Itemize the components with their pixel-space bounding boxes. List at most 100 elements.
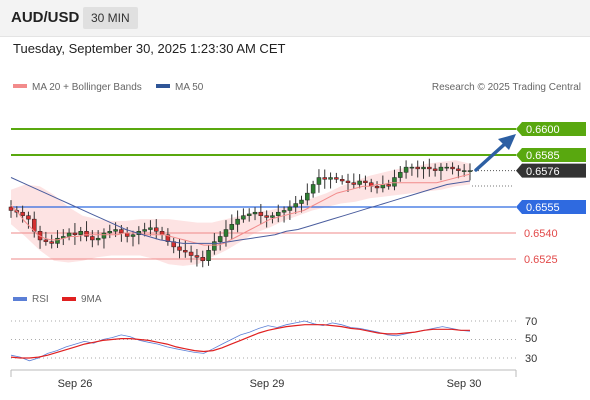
candle-body [432, 168, 438, 171]
candle-body [217, 236, 223, 242]
rsi-tick-50: 50 [525, 333, 537, 345]
candle-body [363, 180, 368, 183]
candle-body [456, 168, 461, 171]
rsi-tick-30: 30 [525, 353, 537, 365]
rsi-panel [10, 320, 516, 362]
forecast-arrow-shaft [474, 140, 509, 172]
rsi-line [10, 320, 471, 362]
label-box-0600 [516, 122, 586, 136]
candle-body [305, 192, 310, 201]
candle-body [194, 255, 200, 258]
candle-body [142, 229, 147, 232]
credit-text: Research © 2025 Trading Central [432, 82, 581, 93]
candle-body [20, 211, 25, 216]
candle-body [119, 229, 124, 234]
level-labels [516, 122, 586, 214]
candle-body [334, 177, 339, 180]
candle-body [8, 206, 14, 211]
candle-body [392, 177, 397, 187]
candle-body [328, 177, 333, 180]
candle-body [130, 234, 136, 237]
rsi-tick-70: 70 [525, 316, 537, 328]
instrument-symbol: AUD/USD [11, 9, 80, 26]
candle-body [444, 166, 450, 169]
label-box-0555 [516, 200, 586, 214]
candle-body [200, 257, 205, 261]
candle-body [287, 206, 293, 211]
candle-body [345, 180, 351, 183]
level-label-3: 0.6540 [524, 228, 558, 240]
candle-body [258, 211, 264, 216]
candle-body [188, 251, 194, 256]
candle-body [421, 166, 426, 170]
candle-body [322, 177, 327, 180]
candle-body [310, 184, 316, 194]
candle-body [386, 184, 391, 187]
bollinger-band-area [11, 160, 470, 266]
candle-body [403, 166, 409, 173]
rsi-ma-legend-label: 9MA [81, 294, 102, 305]
candle-body [409, 166, 415, 169]
forecast-arrow [474, 134, 516, 172]
candle-body [43, 239, 49, 242]
candle-body [66, 232, 72, 237]
candle-body [299, 199, 304, 204]
candle-body [241, 215, 246, 220]
candle-body [101, 232, 107, 239]
ma50-line [10, 177, 471, 244]
candle-body [154, 227, 159, 232]
candle-body [357, 180, 362, 185]
candle-body [148, 227, 153, 230]
candle-body [235, 218, 240, 225]
forecast-arrow-head [498, 134, 516, 150]
candle-body [293, 203, 298, 208]
rsi-legend-swatch [13, 297, 27, 301]
candlesticks [8, 158, 473, 268]
candle-body [49, 241, 54, 244]
candle-body [427, 166, 432, 170]
candle-body [374, 185, 380, 189]
candle-body [281, 210, 287, 213]
level-label-1: 0.6585 [526, 150, 560, 162]
candle-body [270, 215, 275, 218]
candle-body [450, 166, 455, 170]
candle-body [212, 241, 217, 251]
candle-body [351, 182, 357, 185]
candle-body [206, 250, 211, 261]
ma20-line [10, 173, 471, 246]
candle-body [264, 215, 269, 218]
candle-body [55, 237, 60, 244]
ma20-legend-label: MA 20 + Bollinger Bands [32, 82, 142, 93]
label-box-last-price [516, 163, 586, 178]
rsi-ma-legend-swatch [62, 297, 76, 301]
rsi-ma-line [10, 324, 470, 359]
price-levels [11, 128, 516, 260]
chart-header: AUD/USD 30 MIN [0, 0, 590, 37]
candle-body [252, 211, 258, 215]
level-label-2: 0.6555 [526, 202, 560, 214]
x-tick-sep26: Sep 26 [58, 378, 93, 390]
candle-body [124, 232, 130, 237]
last-price-label: 0.6576 [526, 166, 560, 178]
candle-body [246, 213, 252, 216]
bollinger-bands [11, 160, 470, 266]
timeframe-button[interactable]: 30 MIN [83, 7, 138, 29]
candle-body [72, 232, 78, 235]
candle-body [90, 236, 95, 241]
x-tick-sep29: Sep 29 [250, 378, 285, 390]
candle-body [26, 215, 31, 220]
level-label-4: 0.6525 [524, 254, 558, 266]
ma50-legend-label: MA 50 [175, 82, 204, 93]
label-box-0585 [516, 148, 586, 162]
candle-body [276, 211, 281, 216]
candle-body [165, 234, 171, 242]
candle-body [84, 231, 89, 237]
level-label-0: 0.6600 [526, 124, 560, 136]
candle-body [95, 237, 101, 241]
candle-body [229, 224, 235, 230]
x-tick-sep30: Sep 30 [447, 378, 482, 390]
ma20-legend-swatch [13, 84, 27, 88]
moving-averages [10, 173, 471, 246]
candle-body [461, 170, 467, 172]
